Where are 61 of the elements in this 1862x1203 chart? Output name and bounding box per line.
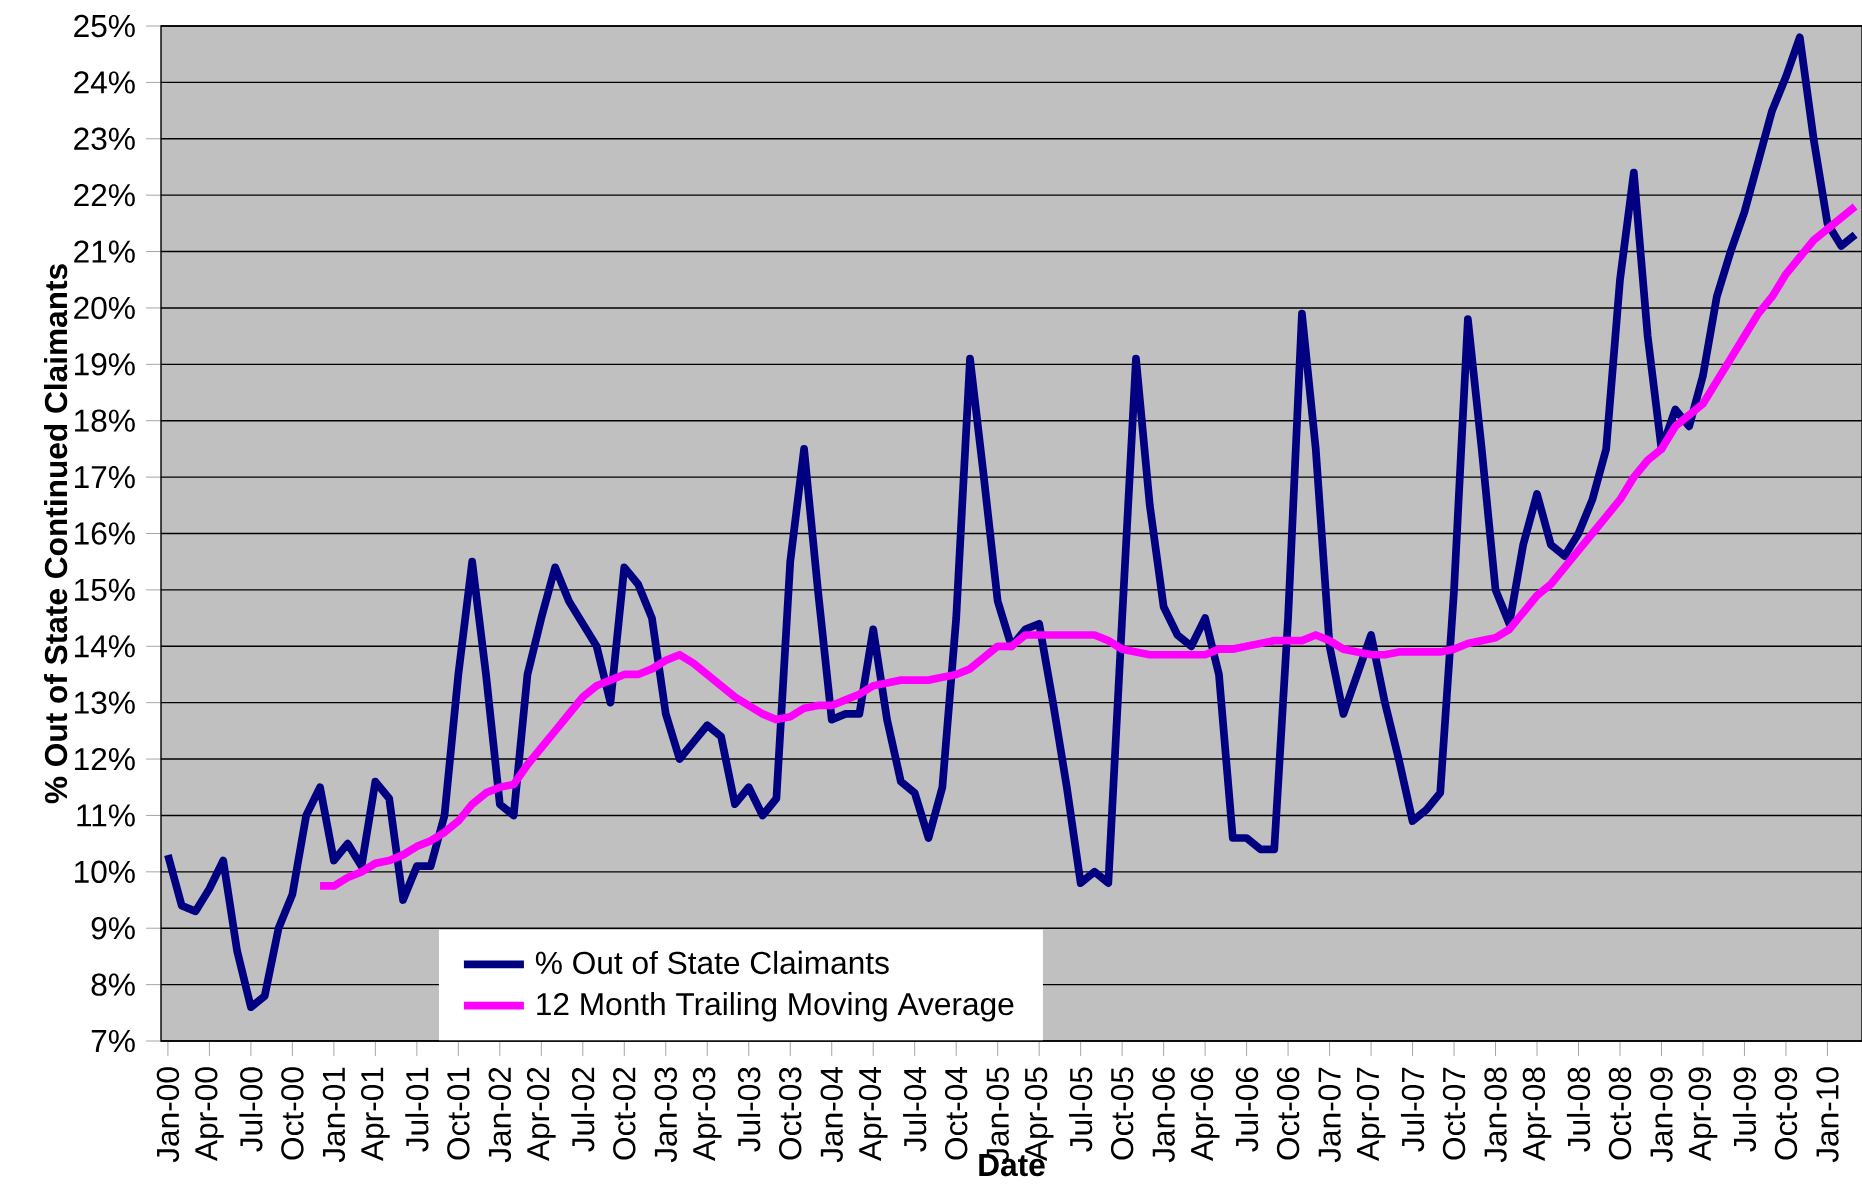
y-tick-label: 8%: [91, 973, 135, 996]
x-tick-label: Jan-01: [322, 1067, 346, 1163]
x-tick-label: Jul-07: [1400, 1067, 1425, 1152]
y-tick-label: 10%: [75, 860, 135, 884]
y-axis-title: % Out of State Continued Claimants: [44, 264, 68, 804]
x-tick-label: Jan-08: [1484, 1067, 1507, 1163]
x-tick-label: Apr-00: [195, 1067, 224, 1161]
y-tick-label: 17%: [75, 466, 135, 489]
x-tick-label: Jan-00: [156, 1067, 180, 1163]
x-tick-label: Oct-07: [1442, 1067, 1466, 1160]
x-tick-label: Jul-04: [903, 1067, 927, 1152]
x-tick-label: Oct-00: [281, 1067, 304, 1160]
x-tick-label: Apr-09: [1688, 1067, 1718, 1161]
x-tick-label: Oct-01: [447, 1067, 470, 1160]
x-tick-label: Apr-04: [858, 1067, 888, 1161]
y-tick-label: 9%: [91, 917, 135, 940]
x-tick-label: Oct-09: [1774, 1067, 1798, 1160]
x-tick-label: Jul-03: [737, 1067, 761, 1152]
x-tick-label: Jan-03: [654, 1067, 677, 1163]
y-tick-label: 20%: [74, 296, 135, 320]
y-tick-label: 24%: [74, 71, 135, 94]
x-tick-label: Apr-08: [1522, 1067, 1552, 1161]
y-tick-label: 16%: [75, 522, 135, 545]
y-tick-label: 11%: [77, 804, 135, 827]
y-tick-label: 14%: [75, 635, 135, 658]
x-tick-label: Apr-02: [526, 1067, 556, 1161]
x-tick-label: Jul-02: [571, 1067, 595, 1152]
y-tick-label: 22%: [74, 184, 135, 207]
x-tick-label: Apr-07: [1356, 1067, 1386, 1161]
x-tick-label: Jul-06: [1234, 1067, 1259, 1152]
y-tick-label: 25%: [74, 14, 135, 38]
y-tick-label: 13%: [75, 691, 135, 714]
y-tick-label: 19%: [75, 353, 135, 376]
x-tick-label: Jan-04: [820, 1067, 843, 1163]
x-tick-label: Oct-02: [613, 1067, 636, 1160]
x-tick-label: Oct-03: [779, 1067, 802, 1160]
x-tick-label: Jul-09: [1732, 1067, 1757, 1152]
x-tick-label: Jul-00: [239, 1067, 263, 1152]
x-tick-label: Jul-08: [1566, 1067, 1591, 1152]
legend-label: 12 Month Trailing Moving Average: [537, 992, 1014, 1022]
x-tick-label: Oct-06: [1276, 1067, 1300, 1160]
x-tick-label: Jan-10: [1816, 1067, 1839, 1163]
x-tick-label: Apr-01: [361, 1067, 390, 1161]
y-tick-label: 23%: [74, 127, 135, 150]
x-tick-label: Oct-05: [1110, 1067, 1134, 1160]
y-tick-label: 7%: [91, 1029, 135, 1053]
x-tick-label: Jan-09: [1650, 1067, 1673, 1163]
y-tick-label: 21%: [74, 240, 135, 263]
y-tick-label: 12%: [75, 747, 135, 771]
x-tick-label: Jan-06: [1152, 1067, 1175, 1163]
x-tick-label: Apr-03: [692, 1067, 722, 1161]
x-tick-label: Jan-07: [1318, 1067, 1341, 1163]
legend-label: % Out of State Claimants: [535, 950, 889, 975]
x-tick-label: Jul-05: [1069, 1067, 1093, 1152]
x-tick-label: Oct-04: [944, 1067, 968, 1160]
y-tick-label: 18%: [75, 409, 135, 432]
x-tick-label: Jul-01: [405, 1067, 429, 1152]
x-tick-label: Apr-06: [1190, 1067, 1220, 1161]
x-tick-label: Oct-08: [1608, 1067, 1632, 1160]
x-tick-label: Jan-02: [488, 1067, 512, 1163]
y-tick-label: 15%: [75, 578, 135, 602]
